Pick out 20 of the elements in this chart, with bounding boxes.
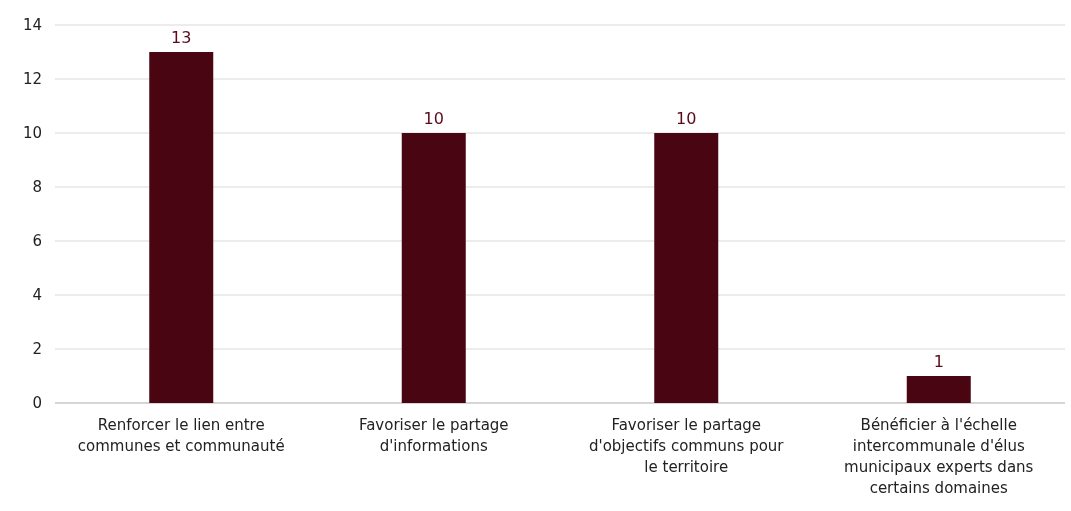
y-tick-label: 4 [32,286,42,304]
bar [401,133,466,403]
x-tick-label: Bénéficier à l'échelle intercommunale d'élus municipaux experts dans certains domaines [844,416,1034,497]
x-tick-label: Renforcer le lien entre communes et communauté [77,416,285,455]
y-tick-label: 8 [32,178,42,196]
x-tick-label: Favoriser le partage d'objectifs communs pour le territoire [588,416,785,476]
data-label: 10 [423,109,444,128]
y-tick-label: 14 [22,16,42,34]
y-tick-label: 6 [32,232,42,250]
y-tick-label: 2 [32,340,42,358]
y-tick-label: 0 [32,394,42,412]
data-label: 10 [676,109,697,128]
bar [906,376,971,403]
data-label: 13 [171,28,192,47]
bar [654,133,719,403]
y-tick-label: 10 [22,124,42,142]
y-tick-label: 12 [22,70,42,88]
bar [149,52,214,403]
data-label: 1 [933,352,944,371]
x-tick-label: Favoriser le partage d'informations [358,416,509,455]
